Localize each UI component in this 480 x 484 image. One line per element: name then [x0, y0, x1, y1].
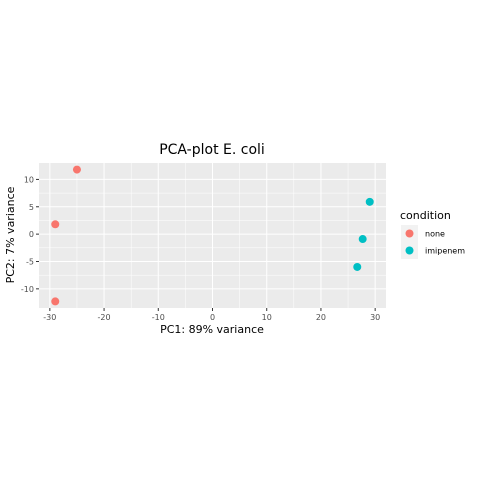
- data-point-imipenem: [358, 235, 367, 244]
- legend-items: none imipenem: [401, 225, 465, 259]
- legend-key-imipenem: [405, 246, 414, 255]
- y-tick-label: 0: [29, 230, 34, 239]
- x-tick-label: 0: [210, 313, 215, 322]
- x-axis-label: PC1: 89% variance: [160, 323, 264, 336]
- x-tick-label: 10: [262, 313, 272, 322]
- x-tick-label: -30: [43, 313, 56, 322]
- legend-label-none: none: [425, 230, 445, 239]
- y-tick-label: 10: [24, 175, 34, 184]
- legend: condition none imipenem: [400, 209, 465, 259]
- legend-key-none: [405, 229, 414, 238]
- legend-label-imipenem: imipenem: [425, 247, 465, 256]
- y-tick-label: -10: [21, 285, 34, 294]
- data-point-none: [51, 297, 60, 306]
- data-point-imipenem: [365, 197, 374, 206]
- y-tick-label: 5: [29, 203, 34, 212]
- legend-title: condition: [400, 209, 451, 222]
- x-tick-label: 20: [316, 313, 326, 322]
- data-point-imipenem: [353, 262, 362, 271]
- grid-lines: [39, 163, 386, 308]
- data-point-none: [72, 165, 81, 174]
- x-tick-label: -20: [98, 313, 111, 322]
- x-tick-label: -10: [152, 313, 165, 322]
- axis-ticks: -30 -20 -10 0 10 20 30 -10 -5 0 5 10: [21, 175, 380, 322]
- data-point-none: [51, 220, 60, 229]
- x-tick-label: 30: [370, 313, 380, 322]
- data-points: [51, 165, 374, 306]
- chart-title: PCA-plot E. coli: [159, 142, 265, 158]
- y-axis-label: PC2: 7% variance: [4, 186, 17, 283]
- y-tick-label: -5: [26, 257, 34, 266]
